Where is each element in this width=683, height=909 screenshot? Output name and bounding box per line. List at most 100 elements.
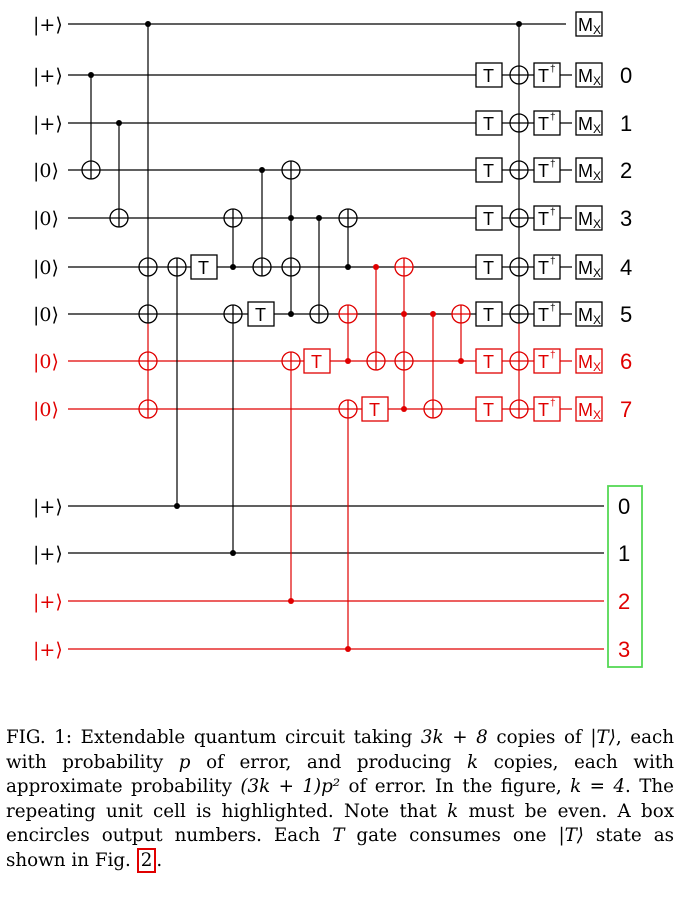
figure-caption: FIG. 1: Extendable quantum circuit takin… [6,726,674,873]
cnot-target-icon [223,304,243,324]
control-dot [145,21,151,27]
t-dagger-gate: T † [533,205,561,231]
dagger-mark: † [550,112,556,123]
dagger-mark: † [550,303,556,314]
gate-subscript: X [593,169,601,183]
gate-box [575,62,603,88]
cnot-target-icon [509,304,529,324]
output-numbers: 0 1 2 3 4 5 6 7 0 1 2 3 [607,63,643,668]
wire-labels: |+⟩ |+⟩ |+⟩ |0⟩ |0⟩ |0⟩ |0⟩ |0⟩ |0⟩ |+⟩ |+⟩ |+⟩ |+⟩ [33,14,63,661]
gate-box [533,301,561,327]
gate-label: T [483,305,494,325]
cnot-target-icon [509,65,529,85]
control-dot [345,358,351,364]
t-gate: T [475,348,503,374]
caption-text: of error, and producing [190,751,467,773]
cnot-target-icon [423,399,443,419]
caption-text: , each with probability [6,727,675,773]
cnot-target-icon [81,160,101,180]
t-gate: T [475,157,503,183]
cnot-target-icon [138,399,158,419]
gate-label: T [255,305,266,325]
gate-subscript: X [593,217,601,231]
output-number: 7 [620,397,632,422]
gate-box [475,348,503,374]
cnot-target-icon [394,351,414,371]
wire-label: |+⟩ [33,113,63,135]
gate-box [575,110,603,136]
dagger-mark: † [550,207,556,218]
cnot-target-icon [309,304,329,324]
gate-subscript: X [593,74,601,88]
control-dot [288,311,294,317]
cnot-target-icon [223,208,243,228]
gate-label: T [538,161,549,181]
t-gate: T [475,301,503,327]
caption-text: . The repeating unit cell is highlighted… [6,776,674,822]
gate-subscript: X [593,266,601,280]
cnot-target-icon [509,113,529,133]
control-dot [116,120,122,126]
output-number: 3 [618,637,630,662]
cnot-target-icon [167,257,187,277]
gate-subscript: X [593,122,601,136]
control-dot [373,264,379,270]
t-gate: T [475,62,503,88]
gate-subscript: X [593,360,601,374]
cnot-target-icon [338,399,358,419]
gate-label: M [578,305,593,325]
gate-box [533,62,561,88]
t-gate: T [475,396,503,422]
t-dagger-gate: T † [533,301,561,327]
t-gate: T [361,396,389,422]
wire-label: |0⟩ [33,399,59,421]
gate-box [247,301,275,327]
control-dot [401,311,407,317]
cnot-target-icon [138,257,158,277]
t-gate: T [475,205,503,231]
gate-label: M [578,161,593,181]
wire-label: |0⟩ [33,208,59,230]
caption-math: |T⟩ [558,825,584,846]
wire-label: |+⟩ [33,543,63,565]
gate-box [575,254,603,280]
figure-reference-link[interactable]: 2 [136,847,157,873]
control-dot [259,167,265,173]
dagger-mark: † [550,64,556,75]
gate-label: T [538,209,549,229]
gate-label: T [483,400,494,420]
gate-box [575,11,603,37]
gate-label: T [538,258,549,278]
gate-label: T [538,66,549,86]
control-dot [230,550,236,556]
control-dot [88,72,94,78]
gate-box [475,254,503,280]
control-lines [90,24,520,649]
control-dot [345,646,351,652]
output-box [607,485,643,668]
gate-box [475,396,503,422]
gate-label: M [578,352,593,372]
output-number: 5 [620,302,632,327]
gate-subscript: X [593,313,601,327]
t-dagger-gate: T † [533,396,561,422]
cnot-target-icon [509,351,529,371]
output-number: 6 [620,349,632,374]
t-dagger-gate: T † [533,62,561,88]
gate-box [361,396,389,422]
gate-label: T [538,305,549,325]
control-dot [516,21,522,27]
cnot-target-icon [252,257,272,277]
gate-box [575,205,603,231]
cnot-target-icon [509,160,529,180]
cnot-target-icon [281,160,301,180]
t-gate: T [303,348,331,374]
gate-label: T [483,114,494,134]
gate-box [190,254,218,280]
cnot-target-icon [138,351,158,371]
